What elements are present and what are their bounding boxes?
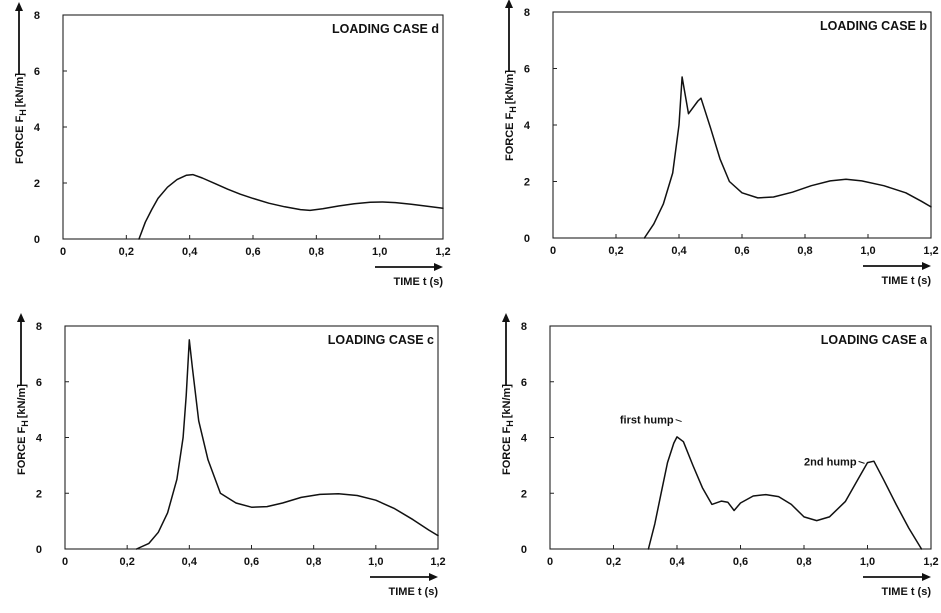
annotation-leader xyxy=(858,460,865,464)
y-axis-subscript: H xyxy=(20,420,30,427)
y-axis-arrowhead xyxy=(502,313,510,322)
loading-case-title: LOADING CASE b xyxy=(820,19,927,33)
x-tick-label: 0,6 xyxy=(733,556,748,568)
y-axis-title: FORCE FH[kN/m] xyxy=(501,384,515,475)
x-tick-label: 1,2 xyxy=(923,245,938,257)
y-axis-label: FORCE F xyxy=(14,115,26,164)
force-curve xyxy=(138,173,444,240)
x-tick-label: 1,2 xyxy=(923,556,938,568)
x-axis-title: TIME t (s) xyxy=(882,275,932,287)
y-axis-subscript: H xyxy=(508,106,518,113)
y-axis-label: FORCE F xyxy=(504,112,516,161)
x-tick-label: 0,8 xyxy=(306,556,321,568)
y-axis-unit: [kN/m] xyxy=(501,384,513,419)
x-tick-label: 0,4 xyxy=(182,246,198,258)
x-tick-label: 0,6 xyxy=(245,246,260,258)
x-tick-label: 0,4 xyxy=(671,245,687,257)
y-axis-subscript: H xyxy=(505,420,515,427)
x-tick-label: 0,6 xyxy=(244,556,259,568)
x-tick-label: 0,8 xyxy=(309,246,324,258)
force-curve xyxy=(135,339,439,550)
x-axis-arrowhead xyxy=(922,262,931,270)
y-tick-label: 0 xyxy=(36,544,42,556)
x-axis-title: TIME t (s) xyxy=(394,276,444,288)
x-axis-arrowhead xyxy=(429,573,438,581)
loading-case-title: LOADING CASE c xyxy=(328,333,434,347)
y-tick-label: 8 xyxy=(524,7,530,19)
y-axis-subscript: H xyxy=(18,109,28,116)
x-tick-label: 1,0 xyxy=(860,245,875,257)
y-tick-label: 0 xyxy=(521,544,527,556)
y-tick-label: 2 xyxy=(36,488,42,500)
y-axis-arrowhead xyxy=(15,2,23,11)
x-tick-label: 0,4 xyxy=(182,556,198,568)
y-tick-label: 4 xyxy=(524,120,531,132)
y-tick-label: 4 xyxy=(36,433,43,445)
y-axis-title: FORCE FH[kN/m] xyxy=(14,73,28,164)
y-tick-label: 2 xyxy=(521,488,527,500)
x-tick-label: 1,2 xyxy=(435,246,450,258)
plot-frame xyxy=(62,14,444,240)
y-tick-label: 6 xyxy=(521,377,527,389)
chart-panel-3: 0 0,2 0,4 0,6 0,8 1,0 1,2 0 2 4 6 8 FORCE FH[kN/m] TI… xyxy=(501,313,939,598)
annotation-leader xyxy=(675,419,682,423)
x-axis-arrowhead xyxy=(434,263,443,271)
loading-case-title: LOADING CASE a xyxy=(821,333,928,347)
x-axis-title: TIME t (s) xyxy=(389,586,439,598)
y-axis-arrowhead xyxy=(505,0,513,8)
x-tick-label: 0,2 xyxy=(606,556,621,568)
force-curve xyxy=(643,76,932,239)
y-tick-label: 4 xyxy=(34,122,41,134)
y-axis-unit: [kN/m] xyxy=(504,70,516,105)
annotation-label: 2nd hump xyxy=(804,456,857,468)
annotation-label: first hump xyxy=(620,415,674,427)
x-tick-label: 1,0 xyxy=(372,246,387,258)
y-axis-unit: [kN/m] xyxy=(16,384,28,419)
x-tick-label: 1,0 xyxy=(368,556,383,568)
chart-panel-0: 0 0,2 0,4 0,6 0,8 1,0 1,2 0 2 4 6 8 FORCE FH[kN/m] TI… xyxy=(14,2,451,288)
y-tick-label: 0 xyxy=(524,233,530,245)
y-tick-label: 6 xyxy=(36,377,42,389)
x-tick-label: 0 xyxy=(550,245,556,257)
y-tick-label: 2 xyxy=(34,178,40,190)
y-tick-label: 8 xyxy=(521,321,527,333)
y-tick-label: 2 xyxy=(524,177,530,189)
plot-frame xyxy=(64,325,439,550)
x-axis-title: TIME t (s) xyxy=(882,586,932,598)
y-axis-title: FORCE FH[kN/m] xyxy=(504,70,518,161)
force-curve xyxy=(647,436,923,550)
x-tick-label: 0,6 xyxy=(734,245,749,257)
x-tick-label: 0 xyxy=(62,556,68,568)
chart-panel-2: 0 0,2 0,4 0,6 0,8 1,0 1,2 0 2 4 6 8 FORCE FH[kN/m] TI… xyxy=(16,313,446,598)
y-tick-label: 8 xyxy=(36,321,42,333)
chart-panel-1: 0 0,2 0,4 0,6 0,8 1,0 1,2 0 2 4 6 8 FORCE FH[kN/m] TI… xyxy=(504,0,939,287)
x-tick-label: 0,8 xyxy=(797,245,812,257)
x-tick-label: 1,2 xyxy=(430,556,445,568)
y-tick-label: 0 xyxy=(34,234,40,246)
loading-case-title: LOADING CASE d xyxy=(332,22,439,36)
x-tick-label: 0 xyxy=(547,556,553,568)
y-tick-label: 8 xyxy=(34,10,40,22)
y-axis-title: FORCE FH[kN/m] xyxy=(16,384,30,475)
x-tick-label: 0,8 xyxy=(796,556,811,568)
y-axis-unit: [kN/m] xyxy=(14,73,26,108)
x-tick-label: 0,2 xyxy=(119,246,134,258)
x-tick-label: 0,2 xyxy=(608,245,623,257)
x-tick-label: 0,2 xyxy=(120,556,135,568)
plot-frame xyxy=(552,11,932,239)
x-tick-label: 0 xyxy=(60,246,66,258)
y-axis-arrowhead xyxy=(17,313,25,322)
y-tick-label: 4 xyxy=(521,433,528,445)
y-axis-label: FORCE F xyxy=(501,426,513,475)
x-tick-label: 0,4 xyxy=(669,556,685,568)
x-tick-label: 1,0 xyxy=(860,556,875,568)
plot-frame xyxy=(549,325,932,550)
y-tick-label: 6 xyxy=(524,64,530,76)
y-tick-label: 6 xyxy=(34,66,40,78)
x-axis-arrowhead xyxy=(922,573,931,581)
y-axis-label: FORCE F xyxy=(16,426,28,475)
